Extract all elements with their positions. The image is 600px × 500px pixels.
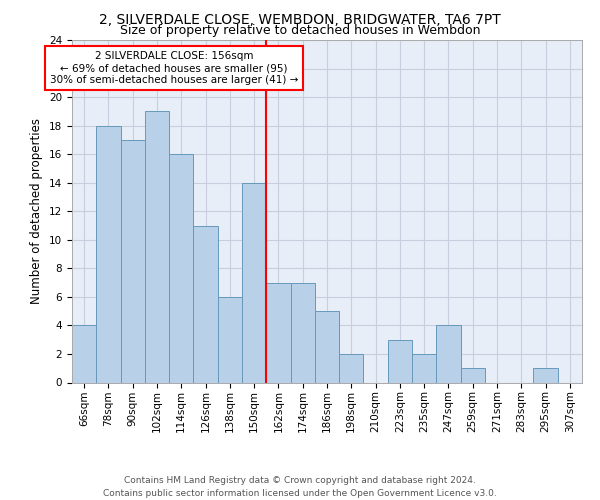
Bar bbox=[121, 140, 145, 382]
Bar bbox=[315, 311, 339, 382]
Bar bbox=[218, 297, 242, 382]
Bar bbox=[461, 368, 485, 382]
Bar bbox=[290, 282, 315, 382]
Text: Size of property relative to detached houses in Wembdon: Size of property relative to detached ho… bbox=[120, 24, 480, 37]
Bar bbox=[72, 326, 96, 382]
Bar bbox=[412, 354, 436, 382]
Bar bbox=[388, 340, 412, 382]
Y-axis label: Number of detached properties: Number of detached properties bbox=[31, 118, 43, 304]
Bar bbox=[339, 354, 364, 382]
Bar bbox=[169, 154, 193, 382]
Bar bbox=[436, 326, 461, 382]
Bar bbox=[242, 182, 266, 382]
Bar bbox=[145, 112, 169, 382]
Bar bbox=[266, 282, 290, 382]
Bar bbox=[533, 368, 558, 382]
Text: Contains HM Land Registry data © Crown copyright and database right 2024.
Contai: Contains HM Land Registry data © Crown c… bbox=[103, 476, 497, 498]
Bar bbox=[193, 226, 218, 382]
Text: 2 SILVERDALE CLOSE: 156sqm
← 69% of detached houses are smaller (95)
30% of semi: 2 SILVERDALE CLOSE: 156sqm ← 69% of deta… bbox=[50, 52, 298, 84]
Text: 2, SILVERDALE CLOSE, WEMBDON, BRIDGWATER, TA6 7PT: 2, SILVERDALE CLOSE, WEMBDON, BRIDGWATER… bbox=[99, 12, 501, 26]
Bar bbox=[96, 126, 121, 382]
